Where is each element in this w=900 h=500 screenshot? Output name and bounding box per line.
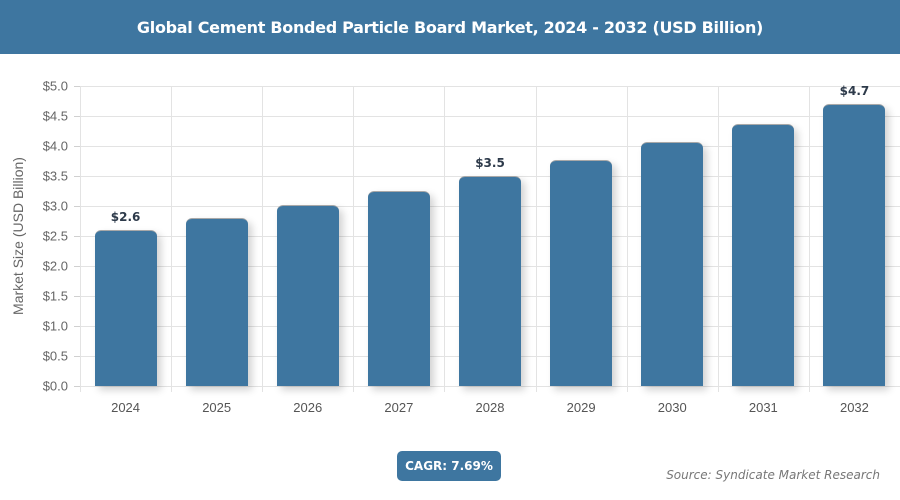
y-tick-label: $2.0 bbox=[42, 258, 68, 274]
gridline-horizontal bbox=[80, 116, 900, 117]
gridline-horizontal bbox=[80, 86, 900, 87]
y-axis-tick-mark bbox=[74, 296, 80, 297]
bar-2028 bbox=[459, 176, 521, 386]
y-axis-tick-mark bbox=[74, 356, 80, 357]
y-axis-tick-mark bbox=[74, 176, 80, 177]
bar-2030 bbox=[641, 142, 704, 386]
gridline-vertical bbox=[808, 86, 810, 392]
y-axis-tick-mark bbox=[74, 146, 80, 147]
bar-value-label: $3.5 bbox=[475, 156, 505, 170]
x-tick-label: 2032 bbox=[839, 400, 869, 415]
x-tick-label: 2024 bbox=[111, 400, 141, 415]
bar-chart: Market Size (USD Billion) $0.0 $0.5 $1.0 $1… bbox=[10, 78, 900, 415]
bar-2025 bbox=[185, 218, 248, 386]
x-tick-label: 2029 bbox=[566, 400, 596, 415]
gridline-vertical bbox=[171, 86, 173, 392]
bar-2029 bbox=[550, 159, 613, 386]
y-axis-label: Market Size (USD Billion) bbox=[10, 157, 26, 315]
y-tick-label: $3.5 bbox=[42, 168, 68, 184]
y-tick-label: $1.5 bbox=[42, 288, 68, 304]
y-tick-label: $5.0 bbox=[42, 78, 68, 94]
x-tick-label: 2025 bbox=[202, 400, 232, 415]
y-tick-label: $0.0 bbox=[42, 378, 68, 394]
cagr-badge: CAGR: 7.69% bbox=[397, 451, 501, 481]
x-tick-label: 2030 bbox=[657, 400, 687, 415]
bar-2026 bbox=[276, 204, 339, 386]
y-axis-tick-mark bbox=[74, 86, 80, 87]
y-tick-label: $4.0 bbox=[42, 138, 68, 154]
gridline-vertical bbox=[262, 86, 264, 392]
chart-header: Global Cement Bonded Particle Board Mark… bbox=[0, 0, 900, 54]
source-note: Source: Syndicate Market Research bbox=[666, 468, 880, 482]
y-axis-tick-mark bbox=[74, 236, 80, 237]
y-tick-label: $0.5 bbox=[42, 348, 68, 364]
gridline-vertical bbox=[535, 86, 537, 392]
chart-title: Global Cement Bonded Particle Board Mark… bbox=[136, 17, 764, 37]
gridline-vertical bbox=[444, 86, 446, 392]
y-tick-label: $1.0 bbox=[42, 318, 68, 334]
x-tick-label: 2026 bbox=[293, 400, 323, 415]
gridline-horizontal bbox=[80, 386, 900, 387]
y-tick-label: $2.5 bbox=[42, 228, 68, 244]
bar-value-label: $2.6 bbox=[110, 210, 141, 224]
y-axis-tick-mark bbox=[74, 116, 80, 117]
x-tick-label: 2031 bbox=[748, 400, 778, 415]
gridline-vertical bbox=[353, 86, 355, 392]
gridline-horizontal bbox=[80, 146, 900, 147]
y-axis-tick-mark bbox=[74, 206, 80, 207]
y-axis-tick-mark bbox=[74, 266, 80, 267]
y-axis-tick-mark bbox=[74, 386, 80, 387]
bar-2027 bbox=[367, 191, 430, 386]
gridline-vertical bbox=[626, 86, 628, 392]
bar-2024 bbox=[94, 230, 157, 386]
y-tick-label: $4.5 bbox=[42, 108, 68, 124]
gridline-vertical bbox=[80, 86, 81, 392]
y-axis-tick-mark bbox=[74, 326, 80, 327]
gridline-vertical bbox=[717, 86, 719, 392]
bar-2032 bbox=[823, 104, 886, 386]
bar-value-label: $4.7 bbox=[839, 84, 870, 98]
y-tick-label: $3.0 bbox=[42, 198, 68, 214]
bar-2031 bbox=[732, 123, 795, 386]
x-tick-label: 2028 bbox=[475, 400, 505, 415]
x-tick-label: 2027 bbox=[384, 400, 414, 415]
